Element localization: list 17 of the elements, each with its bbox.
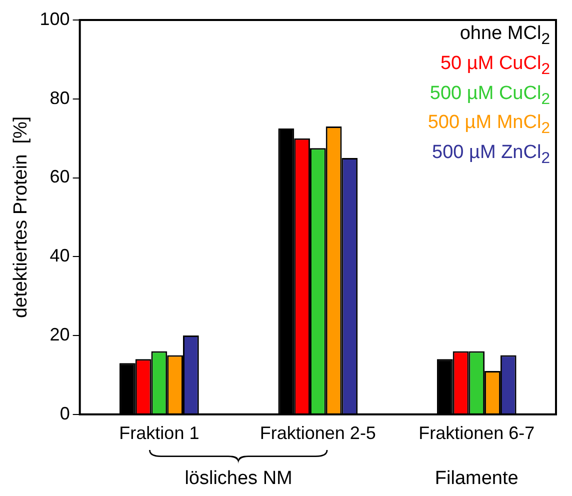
x-tick-label: Fraktionen 6-7	[418, 423, 535, 444]
text: 500 µM CuCl$_{2}$	[428, 82, 550, 110]
text: 500 µM MnCl$_{2}$	[428, 111, 550, 140]
y-tick-label: 80	[50, 88, 70, 108]
x-tick-label: Fraktionen 2-5	[260, 423, 376, 444]
text: lösliches NM	[184, 468, 292, 490]
x-tick-label: Fraktion 1	[119, 423, 200, 444]
y-tick-label: 60	[50, 166, 70, 187]
y-axis-title: detektiertes Protein [%]	[10, 116, 32, 318]
text: 500 µM ZnCl$_{2}$	[431, 141, 550, 169]
text: 50 µM CuCl$_{2}$	[439, 52, 550, 80]
text: Filamente	[434, 468, 518, 490]
y-tick-label: 0	[60, 403, 70, 424]
y-tick-label: 100	[40, 8, 70, 29]
y-tick-label: 40	[50, 246, 70, 266]
y-tick-label: 20	[50, 324, 70, 344]
text: ohne MCl$_{2}$	[458, 22, 550, 50]
